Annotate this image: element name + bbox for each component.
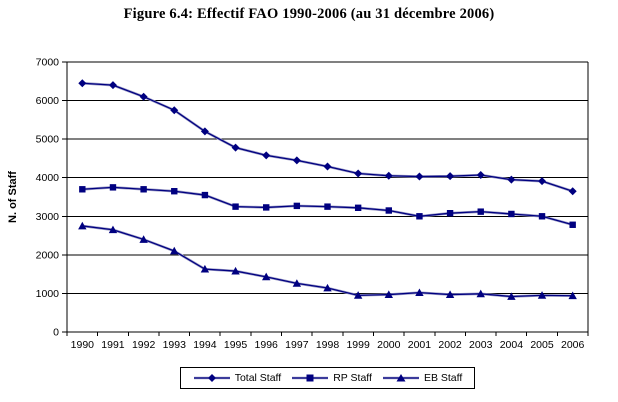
svg-text:1998: 1998	[316, 339, 340, 351]
svg-text:3000: 3000	[36, 211, 60, 223]
legend-label-eb-staff: EB Staff	[423, 372, 463, 384]
svg-text:1991: 1991	[101, 339, 125, 351]
legend-item-eb-staff: EB Staff	[382, 372, 462, 384]
square-marker-icon	[292, 374, 329, 382]
series-rp-staff	[79, 184, 576, 228]
diamond-marker-icon	[193, 374, 230, 382]
chart-legend: Total Staff RP Staff EB Staff	[179, 367, 476, 389]
axes	[66, 62, 589, 333]
chart-legend-row: Total Staff RP Staff EB Staff	[67, 367, 588, 389]
legend-item-total-staff: Total Staff	[193, 372, 282, 384]
svg-text:0: 0	[53, 327, 59, 339]
y-gridlines	[67, 61, 588, 333]
svg-text:2005: 2005	[530, 339, 554, 351]
svg-text:1994: 1994	[193, 339, 217, 351]
svg-text:2001: 2001	[408, 339, 432, 351]
legend-item-rp-staff: RP Staff	[291, 372, 372, 384]
legend-label-rp-staff: RP Staff	[333, 372, 372, 384]
svg-text:1995: 1995	[224, 339, 248, 351]
triangle-marker-icon	[382, 374, 419, 382]
y-axis-title: N. of Staff	[7, 171, 19, 223]
svg-text:5000: 5000	[36, 134, 60, 146]
y-tick-labels: 0 1000 2000 3000 4000 5000 6000 7000	[36, 57, 60, 339]
svg-text:4000: 4000	[36, 172, 60, 184]
svg-text:1992: 1992	[132, 339, 156, 351]
svg-text:2002: 2002	[438, 339, 462, 351]
x-axis-ticks	[66, 332, 589, 336]
x-tick-labels: 1990 1991 1992 1993 1994 1995 1996 1997 1998 1999…	[71, 339, 585, 351]
svg-text:1999: 1999	[346, 339, 370, 351]
svg-text:1990: 1990	[71, 339, 95, 351]
svg-text:1997: 1997	[285, 339, 309, 351]
series-total-staff	[78, 79, 577, 196]
svg-text:1993: 1993	[163, 339, 187, 351]
svg-text:2003: 2003	[469, 339, 493, 351]
legend-label-total-staff: Total Staff	[234, 372, 282, 384]
svg-text:2000: 2000	[36, 249, 60, 261]
svg-text:1996: 1996	[255, 339, 279, 351]
svg-text:2000: 2000	[377, 339, 401, 351]
svg-text:7000: 7000	[36, 57, 60, 69]
svg-text:6000: 6000	[36, 95, 60, 107]
svg-text:2006: 2006	[561, 339, 585, 351]
figure-title: Figure 6.4: Effectif FAO 1990-2006 (au 3…	[123, 6, 495, 22]
svg-text:1000: 1000	[36, 288, 60, 300]
y-axis-ticks	[62, 61, 67, 333]
svg-text:2004: 2004	[500, 339, 524, 351]
series-eb-staff	[78, 221, 577, 300]
